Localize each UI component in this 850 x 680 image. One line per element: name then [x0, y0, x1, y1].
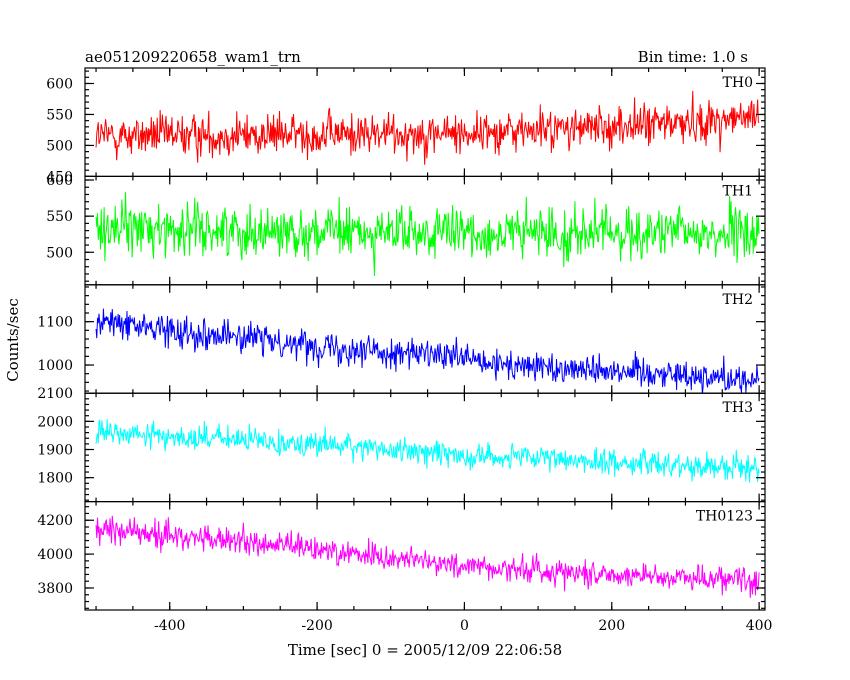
y-tick-label: 600: [46, 173, 73, 189]
y-tick-label: 3800: [37, 581, 73, 597]
y-tick-label: 600: [46, 76, 73, 92]
x-axis-label: Time [sec] 0 = 2005/12/09 22:06:58: [288, 641, 562, 659]
series-line-th2: [95, 308, 760, 394]
y-tick-label: 2000: [37, 414, 73, 430]
panel-label-th1: TH1: [723, 183, 753, 199]
y-tick-label: 1000: [37, 358, 73, 374]
y-tick-label: 1900: [37, 443, 73, 459]
series-line-th0123: [95, 515, 760, 598]
y-tick-label: 1800: [37, 471, 73, 487]
x-tick-label: 400: [746, 618, 773, 634]
chart-title: ae051209220658_wam1_trn: [85, 48, 301, 66]
y-tick-label: 1100: [37, 315, 73, 331]
series-line-th1: [95, 192, 760, 276]
panel-label-th0: TH0: [723, 75, 753, 91]
series-line-th0: [95, 90, 760, 165]
y-tick-label: 500: [46, 138, 73, 154]
y-tick-label: 550: [46, 107, 73, 123]
x-tick-label: -400: [154, 618, 185, 634]
panel-label-th0123: TH0123: [696, 509, 753, 525]
x-tick-label: -200: [301, 618, 332, 634]
series-line-th3: [95, 419, 760, 483]
panel-frame-th0123: [84, 501, 766, 611]
x-tick-label: 200: [598, 618, 625, 634]
y-tick-label: 4200: [37, 513, 73, 529]
y-tick-label: 550: [46, 209, 73, 225]
y-tick-label: 2100: [37, 386, 73, 402]
y-tick-label: 450: [46, 169, 73, 185]
bin-time-label: Bin time: 1.0 s: [638, 48, 748, 66]
y-axis-label: Counts/sec: [4, 298, 22, 382]
panels-group: 450 500 550 600 TH0 500 550 600 TH1 1000 1100 TH2 18…: [37, 67, 773, 634]
y-tick-label: 4000: [37, 547, 73, 563]
panel-label-th3: TH3: [723, 400, 753, 416]
y-tick-label: 500: [46, 245, 73, 261]
panel-label-th2: TH2: [723, 292, 753, 308]
x-tick-label: 0: [460, 618, 469, 634]
